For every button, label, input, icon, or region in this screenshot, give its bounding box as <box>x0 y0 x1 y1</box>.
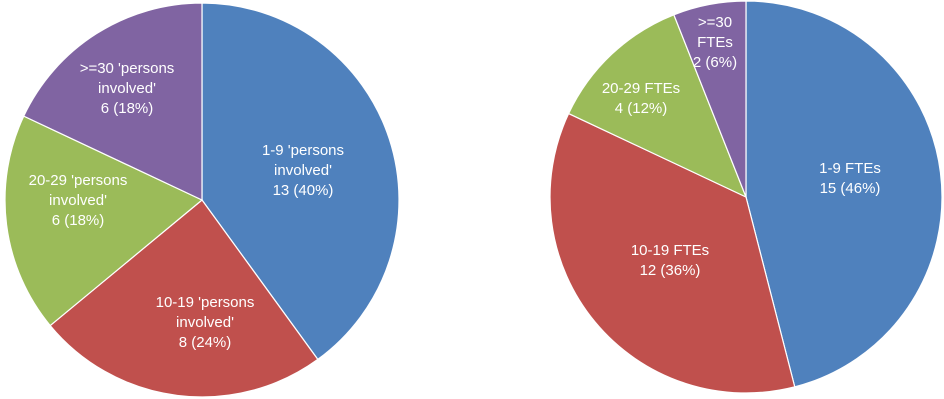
pie-0-slice-0-label-line: 13 (40%) <box>273 182 334 199</box>
pie-chart-ftes: 1-9 FTEs 15 (46%) 10-19 FTEs 12 (36%) 20-29 … <box>549 0 943 394</box>
pie-0-slice-3-label-line: >=30 'persons <box>80 60 175 77</box>
pie-0-slice-2-label-line: 6 (18%) <box>52 212 105 229</box>
pie-1-slice-2-label-line: 4 (12%) <box>615 100 668 117</box>
pie-0-slice-1-label-line: 8 (24%) <box>179 334 232 351</box>
pie-1-slice-1 <box>549 112 796 394</box>
pie-1-slice-3-label: >=30 FTEs 2 (6%) <box>693 14 737 71</box>
pie-1-slice-2-label-line: 20-29 FTEs <box>602 80 680 97</box>
pie-chart-persons-involved: 1-9 'persons involved' 13 (40%) 10-19 'pers… <box>4 2 400 398</box>
pie-1-slice-3-label-line: 2 (6%) <box>693 54 737 71</box>
pie-1-slice-3-label-line: FTEs <box>697 34 733 51</box>
pie-0-slice-3-label-line: involved' <box>98 80 156 97</box>
pie-0-slice-1-label-line: involved' <box>176 314 234 331</box>
pie-0-slice-0-label: 1-9 'persons involved' 13 (40%) <box>262 142 344 199</box>
pie-0-slice-0-label-line: 1-9 'persons <box>262 142 344 159</box>
pie-0-slice-2-label-line: 20-29 'persons <box>29 172 128 189</box>
pie-1-slice-0 <box>745 0 943 388</box>
pie-0-slice-2 <box>4 115 204 327</box>
pie-1-slice-0-label-line: 1-9 FTEs <box>819 160 881 177</box>
pie-1-slice-2-label: 20-29 FTEs 4 (12%) <box>602 80 680 117</box>
pie-0-slice-3 <box>22 2 203 201</box>
pie-0-slice-3-label: >=30 'persons involved' 6 (18%) <box>80 60 175 117</box>
pie-0-slice-1-label-line: 10-19 'persons <box>156 294 255 311</box>
pie-1-slice-1-label-line: 10-19 FTEs <box>631 242 709 259</box>
pie-1-slice-1-label: 10-19 FTEs 12 (36%) <box>631 242 709 279</box>
pie-1-slice-1-label-line: 12 (36%) <box>640 262 701 279</box>
pie-0-slice-0-label-line: involved' <box>274 162 332 179</box>
pie-1-slice-0-label-line: 15 (46%) <box>820 180 881 197</box>
pie-0-slice-2-label-line: involved' <box>49 192 107 209</box>
pie-0-slice-2-label: 20-29 'persons involved' 6 (18%) <box>29 172 128 229</box>
pie-0-slice-1-label: 10-19 'persons involved' 8 (24%) <box>156 294 255 351</box>
pie-1-slice-2 <box>567 13 748 199</box>
pie-1-slice-0-label: 1-9 FTEs 15 (46%) <box>819 160 881 197</box>
pie-1-slice-3 <box>673 0 747 198</box>
pie-1-slice-3-label-line: >=30 <box>698 14 732 31</box>
pie-0-slice-0 <box>201 2 400 361</box>
pie-0-slice-1 <box>49 199 319 398</box>
pie-0-slice-3-label-line: 6 (18%) <box>101 100 154 117</box>
